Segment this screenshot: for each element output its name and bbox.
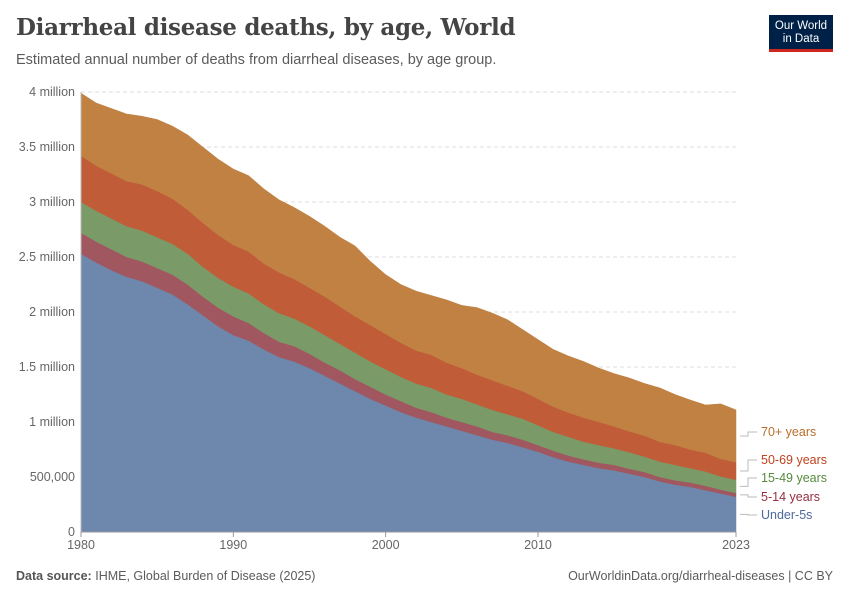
legend-connector (740, 513, 757, 516)
y-tick-label: 4 million (29, 85, 75, 99)
y-tick-label: 500,000 (30, 470, 75, 484)
y-tick-label: 2 million (29, 305, 75, 319)
chart-title: Diarrheal disease deaths, by age, World (16, 14, 516, 41)
legend-label: 5-14 years (761, 490, 820, 504)
legend-label: Under-5s (761, 508, 812, 522)
data-source-text[interactable]: IHME, Global Burden of Disease (2025) (95, 569, 316, 583)
x-tick-label: 2010 (524, 538, 552, 552)
legend-connector (740, 477, 757, 487)
y-tick-label: 1.5 million (19, 360, 75, 374)
y-tick-label: 0 (68, 525, 75, 539)
y-tick-label: 1 million (29, 415, 75, 429)
legend-connector (740, 431, 757, 437)
data-source-label: Data source: (16, 569, 92, 583)
legend-connector (740, 494, 757, 498)
owid-logo[interactable]: Our World in Data (769, 15, 833, 52)
x-tick-label: 2023 (722, 538, 750, 552)
y-tick-label: 2.5 million (19, 250, 75, 264)
footer-url[interactable]: OurWorldinData.org/diarrheal-diseases | … (568, 569, 833, 583)
data-source: Data source: IHME, Global Burden of Dise… (16, 569, 315, 583)
y-tick-label: 3.5 million (19, 140, 75, 154)
x-tick-label: 1990 (219, 538, 247, 552)
x-tick-label: 1980 (67, 538, 95, 552)
legend-label: 50-69 years (761, 453, 827, 467)
legend-label: 15-49 years (761, 471, 827, 485)
x-tick-label: 2000 (372, 538, 400, 552)
legend-label: 70+ years (761, 425, 816, 439)
chart-subtitle: Estimated annual number of deaths from d… (16, 52, 497, 68)
area-70-years (80, 92, 737, 463)
legend-connector (740, 459, 757, 472)
y-tick-label: 3 million (29, 195, 75, 209)
